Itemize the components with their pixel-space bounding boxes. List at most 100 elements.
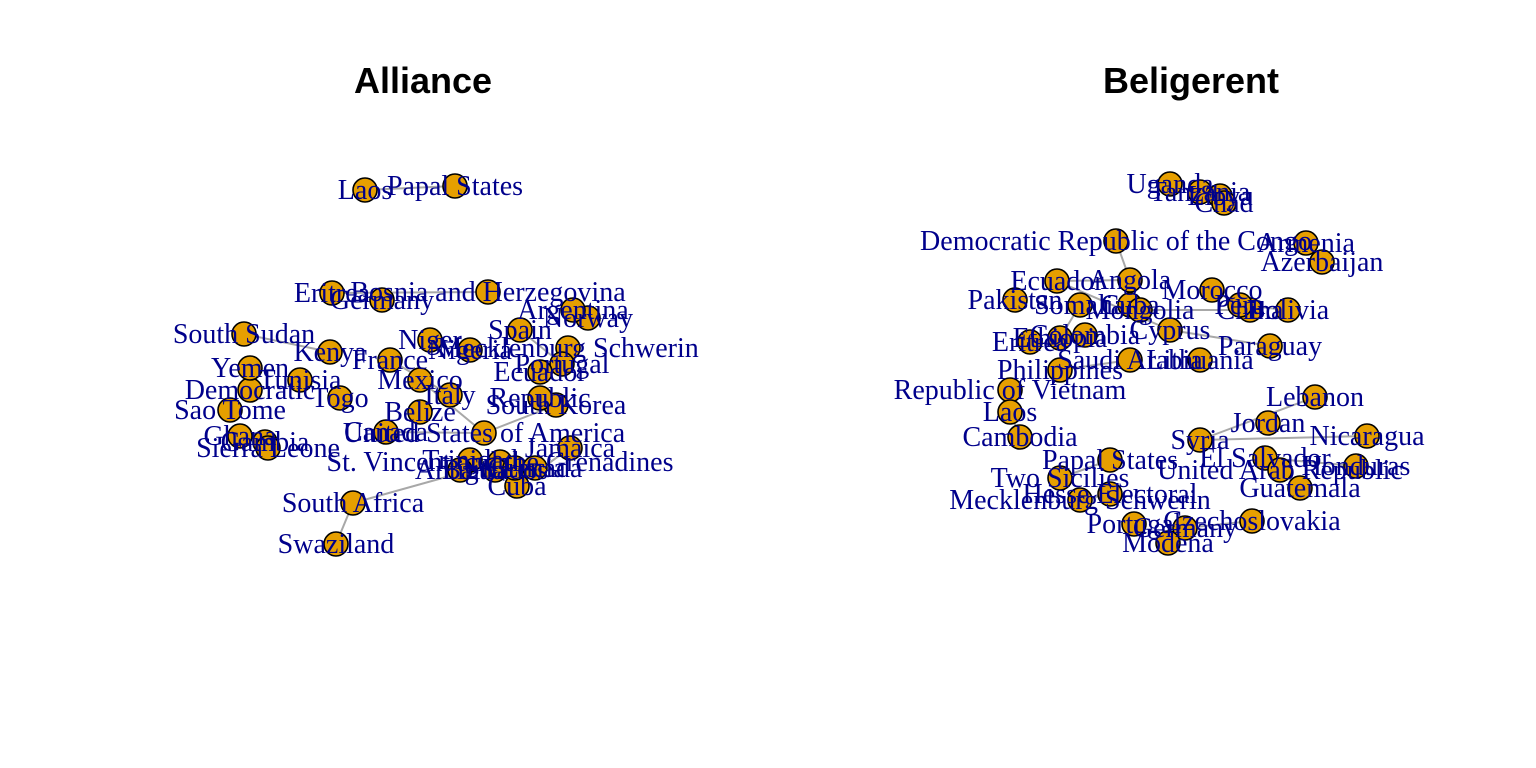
node-label-swazi: Swaziland bbox=[278, 529, 395, 560]
node-label-el_salvador: El Salvador bbox=[1199, 443, 1331, 474]
node-ghana bbox=[227, 423, 253, 449]
node-label-morocco: Morocco bbox=[1161, 275, 1262, 306]
node-label-cambodia: Cambodia bbox=[962, 422, 1078, 453]
node-label-mschwerin: Mecklenburg Schwerin bbox=[437, 333, 699, 364]
node-two_sicilies bbox=[1047, 465, 1073, 491]
node-label-mecklenburg: Mecklenburg Schwerin bbox=[949, 485, 1211, 516]
node-label-laos_b: Laos bbox=[983, 397, 1037, 428]
node-label-usa: United States of America bbox=[343, 418, 626, 449]
edge-s_sudan-kenya bbox=[243, 333, 331, 353]
node-label-canada: Canada bbox=[344, 417, 429, 448]
node-label-belize: Belize bbox=[384, 397, 456, 428]
node-label-svg_gren: St. Vincent and the Grenadines bbox=[327, 447, 674, 478]
node-nicaragua bbox=[1354, 423, 1380, 449]
node-spain bbox=[507, 317, 533, 343]
node-label-peru: Peru bbox=[1214, 290, 1265, 321]
panel-title-alliance: Alliance bbox=[354, 60, 492, 101]
node-cambodia bbox=[1007, 424, 1033, 450]
node-lithuania bbox=[1187, 347, 1213, 373]
node-label-norway: Norway bbox=[543, 303, 633, 334]
node-label-lithuania: Lithuania bbox=[1146, 345, 1254, 376]
node-label-niger: Niger bbox=[398, 325, 462, 356]
node-morocco bbox=[1199, 277, 1225, 303]
node-ethiopia bbox=[1047, 325, 1073, 351]
node-drc bbox=[1103, 228, 1129, 254]
node-label-cuba: Cuba bbox=[487, 471, 547, 502]
node-usa bbox=[471, 420, 497, 446]
node-peru bbox=[1227, 292, 1253, 318]
node-label-paraguay: Paraguay bbox=[1218, 331, 1322, 362]
node-label-armenia: Armenia bbox=[1257, 228, 1356, 259]
node-label-azerbaijan: Azerbaijan bbox=[1261, 247, 1384, 278]
node-mongolia bbox=[1127, 297, 1153, 323]
node-label-portugal: Portugal bbox=[515, 349, 610, 380]
node-label-saudi: Saudi Arabia bbox=[1057, 345, 1203, 376]
edge-eritrea_a-bosnia bbox=[331, 291, 489, 294]
node-label-tunisia: Tunisia bbox=[258, 365, 342, 396]
node-label-pakistan: Pakistan bbox=[968, 285, 1063, 316]
edge-usa-canada bbox=[385, 431, 485, 434]
node-laos bbox=[352, 177, 378, 203]
node-s_sudan bbox=[231, 321, 257, 347]
node-label-drc: Democratic Republic of the Congo bbox=[920, 226, 1312, 257]
node-label-hesse: Hesse Electoral bbox=[1023, 479, 1198, 510]
node-eritrea_a bbox=[319, 280, 345, 306]
node-s_africa bbox=[340, 490, 366, 516]
node-label-cuba_b: Cuba bbox=[1100, 290, 1160, 321]
edge-syria-nicaragua bbox=[1199, 435, 1368, 441]
node-bolivia bbox=[1275, 297, 1301, 323]
node-paraguay bbox=[1257, 333, 1283, 359]
node-label-bolivia: Bolivia bbox=[1247, 295, 1330, 326]
node-germany_b bbox=[1172, 515, 1198, 541]
node-syria bbox=[1187, 427, 1213, 453]
edge-laos-papal bbox=[364, 185, 456, 191]
panel-title-beligerent: Beligerent bbox=[1103, 60, 1279, 101]
node-italy bbox=[437, 382, 463, 408]
node-pakistan bbox=[1002, 287, 1028, 313]
node-tunisia bbox=[287, 367, 313, 393]
node-label-guatemala: Guatemala bbox=[1239, 473, 1361, 504]
node-label-italy: Italy bbox=[424, 380, 475, 411]
node-laos_b bbox=[997, 399, 1023, 425]
node-lebanon bbox=[1302, 384, 1328, 410]
node-label-germany_a: Germany bbox=[330, 285, 434, 316]
node-label-philippines: Philippines bbox=[997, 355, 1123, 386]
node-label-dem_a: Democratic bbox=[185, 375, 316, 406]
node-ecuador bbox=[1044, 268, 1070, 294]
node-label-eritrea_a: Eritrea bbox=[294, 278, 371, 309]
node-swazi bbox=[323, 531, 349, 557]
node-portugal_b bbox=[1121, 511, 1147, 537]
node-label-republic: Republic bbox=[489, 383, 590, 414]
node-somalia bbox=[1067, 292, 1093, 318]
node-label-jamaica: Jamaica bbox=[525, 433, 616, 464]
node-label-lebanon: Lebanon bbox=[1266, 382, 1364, 413]
node-label-czech: Czechoslovakia bbox=[1163, 506, 1341, 537]
beligerent-nodes bbox=[997, 171, 1380, 556]
node-mexico bbox=[407, 367, 433, 393]
node-label-s_sudan: South Sudan bbox=[173, 319, 315, 350]
node-label-germany_b: Germany bbox=[1133, 513, 1237, 544]
node-ecuador_a bbox=[527, 359, 553, 385]
node-label-chad: Chad bbox=[1194, 188, 1253, 219]
node-yemen bbox=[237, 355, 263, 381]
node-saudi bbox=[1117, 347, 1143, 373]
node-label-uar: United Arab Republic bbox=[1157, 455, 1403, 486]
node-label-colombia: Colombia bbox=[1030, 320, 1141, 351]
node-label-spain: Spain bbox=[488, 315, 552, 346]
node-jordan bbox=[1255, 410, 1281, 436]
node-label-france: France bbox=[352, 345, 428, 376]
node-label-two_sicilies: Two Sicilies bbox=[991, 463, 1130, 494]
node-label-st_lucia: St. Lucia bbox=[464, 453, 566, 484]
node-label-ghana: Ghana bbox=[203, 421, 277, 452]
node-label-s_africa: South Africa bbox=[282, 488, 425, 519]
node-sierra bbox=[255, 435, 281, 461]
edge-ecuador-cyprus bbox=[1056, 280, 1171, 331]
node-hesse bbox=[1097, 481, 1123, 507]
node-label-libya: Libya bbox=[1187, 181, 1253, 212]
node-label-kenya: Kenya bbox=[293, 337, 367, 368]
node-label-barbados: Barbados bbox=[442, 455, 548, 486]
node-label-angola: Angola bbox=[1089, 265, 1172, 296]
node-guatemala bbox=[1287, 475, 1313, 501]
